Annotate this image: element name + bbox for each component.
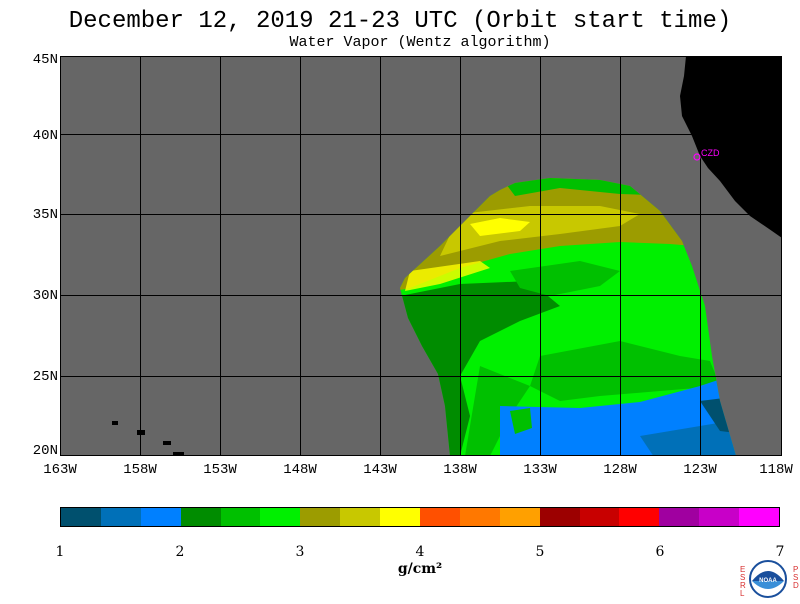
lat-label-45n: 45N bbox=[32, 52, 58, 68]
colorbar-cell-17 bbox=[739, 508, 780, 526]
lon-label-118w: 118W bbox=[759, 462, 793, 478]
lat-label-40n: 40N bbox=[32, 128, 58, 144]
colorbar-cell-3 bbox=[180, 508, 221, 526]
colorbar-cell-13 bbox=[579, 508, 620, 526]
colorbar-tick-6: 6 bbox=[655, 544, 665, 560]
colorbar-cell-4 bbox=[220, 508, 261, 526]
map-frame bbox=[60, 56, 782, 456]
lat-label-30n: 30N bbox=[32, 288, 58, 304]
colorbar-tick-3: 3 bbox=[295, 544, 305, 560]
map-subtitle: Water Vapor (Wentz algorithm) bbox=[289, 34, 551, 51]
water-vapor-map: CZD bbox=[60, 56, 782, 456]
colorbar-cell-8 bbox=[380, 508, 421, 526]
colorbar-cell-10 bbox=[459, 508, 500, 526]
lat-label-25n: 25N bbox=[32, 369, 58, 385]
lon-label-138w: 138W bbox=[443, 462, 477, 478]
lat-label-35n: 35N bbox=[32, 207, 58, 223]
map-title: December 12, 2019 21-23 UTC (Orbit start… bbox=[68, 8, 732, 35]
island-kauai bbox=[112, 421, 118, 425]
colorbar-cell-16 bbox=[699, 508, 740, 526]
colorbar bbox=[60, 507, 780, 527]
colorbar-cell-15 bbox=[659, 508, 700, 526]
colorbar-tick-4: 4 bbox=[415, 544, 425, 560]
noaa-logo: NOAA bbox=[736, 557, 800, 600]
colorbar-cell-7 bbox=[340, 508, 381, 526]
colorbar-cell-11 bbox=[499, 508, 540, 526]
colorbar-cell-2 bbox=[140, 508, 181, 526]
station-marker bbox=[693, 153, 701, 161]
colorbar-tick-2: 2 bbox=[175, 544, 185, 560]
station-label-czd: CZD bbox=[701, 148, 720, 158]
colorbar-cell-0 bbox=[61, 508, 101, 526]
island-maui bbox=[163, 441, 171, 445]
colorbar-cell-9 bbox=[420, 508, 460, 526]
lon-label-123w: 123W bbox=[683, 462, 717, 478]
colorbar-cell-12 bbox=[539, 508, 580, 526]
colorbar-tick-1: 1 bbox=[55, 544, 65, 560]
grid-lines bbox=[60, 56, 782, 456]
lat-label-20n: 20N bbox=[32, 443, 58, 459]
logo-center-text: NOAA bbox=[759, 578, 777, 584]
land-mass-north-america bbox=[680, 56, 782, 238]
colorbar-units: g/cm² bbox=[397, 561, 443, 577]
lon-label-128w: 128W bbox=[603, 462, 637, 478]
lon-label-153w: 153W bbox=[203, 462, 237, 478]
colorbar-tick-7: 7 bbox=[775, 544, 785, 560]
colorbar-cell-1 bbox=[100, 508, 141, 526]
colorbar-cell-6 bbox=[300, 508, 341, 526]
lon-label-143w: 143W bbox=[363, 462, 397, 478]
lon-label-163w: 163W bbox=[43, 462, 77, 478]
colorbar-tick-5: 5 bbox=[535, 544, 545, 560]
lon-label-158w: 158W bbox=[123, 462, 157, 478]
lon-label-148w: 148W bbox=[283, 462, 317, 478]
colorbar-cell-14 bbox=[619, 508, 660, 526]
lon-label-133w: 133W bbox=[523, 462, 557, 478]
colorbar-cell-5 bbox=[260, 508, 301, 526]
